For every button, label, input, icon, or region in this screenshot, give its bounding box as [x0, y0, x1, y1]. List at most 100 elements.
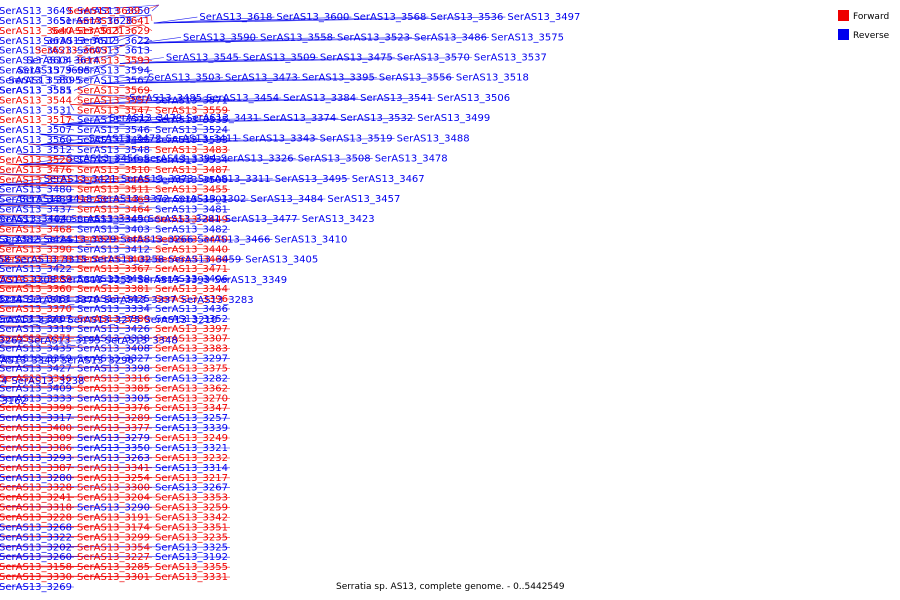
label-connector-line	[0, 295, 153, 300]
gene-label: SerAS13_3468	[0, 225, 72, 236]
gene-label: SerAS13_3280	[0, 473, 72, 484]
gene-label: SerAS13_3195	[28, 335, 101, 346]
gene-label: SerAS13_3317	[0, 413, 72, 424]
label-connector-line	[0, 456, 231, 459]
gene-label: SerAS13_3580	[0, 76, 72, 87]
gene-label: SerAS13_3348	[105, 335, 178, 346]
label-connector-line	[49, 123, 231, 131]
gene-label: SerAS13_3192	[155, 552, 228, 563]
gene-label: SerAS13_3389	[0, 274, 72, 285]
gene-label: SerAS13_3293	[0, 453, 72, 464]
gene-label: SerAS13_3380	[77, 314, 150, 325]
label-connector-line	[0, 259, 244, 264]
gene-label: SerAS13_3191	[77, 513, 150, 524]
gene-label: SerAS13_3467	[352, 174, 425, 185]
label-connector-line	[89, 84, 153, 91]
gene-label: SerAS13_3567	[77, 76, 150, 87]
label-connector-line	[19, 158, 373, 165]
gene-label: SerAS13_3299	[77, 532, 150, 543]
gene-label: SerAS13_3455	[155, 185, 228, 196]
gene-label: SerAS13_3289	[77, 413, 150, 424]
label-connector-line	[150, 14, 153, 21]
gene-label: SerAS13_3308	[0, 275, 56, 286]
gene-label: SerAS13_3370	[0, 304, 72, 315]
label-connector-line	[153, 16, 275, 24]
gene-label: SerAS13_3373	[121, 174, 194, 185]
gene-label: SerAS13_3260	[0, 552, 72, 563]
label-connector-line	[0, 299, 102, 303]
label-connector-line	[82, 97, 128, 105]
label-connector-line	[0, 245, 153, 250]
label-connector-line	[0, 466, 231, 469]
gene-label: SerAS13_3533	[155, 135, 228, 146]
label-connector-line	[0, 296, 75, 300]
gene-label: SerAS13_3613	[77, 46, 150, 57]
gene-label: SerAS13_3204	[77, 493, 150, 504]
gene-label: SerAS13_3484	[250, 194, 323, 205]
label-connector-line	[0, 366, 153, 369]
label-connector-line	[0, 259, 90, 263]
gene-label: SerAS13_3319	[0, 324, 72, 335]
gene-label: SerAS13_3496	[77, 135, 150, 146]
label-connector-line	[0, 225, 153, 230]
gene-label: SerAS13_3228	[0, 513, 72, 524]
gene-label: SerAS13_3558	[260, 32, 333, 43]
label-connector-line	[0, 515, 231, 518]
gene-label: SerAS13_3234	[0, 295, 23, 306]
label-connector-line	[6, 163, 153, 171]
gene-label: SerAS13_3382	[0, 234, 39, 245]
gene-label: SerAS13_3421	[44, 174, 117, 185]
label-connector-line	[0, 178, 119, 185]
gene-label: SerAS13_3267	[155, 483, 228, 494]
label-connector-line	[73, 24, 143, 32]
gene-label: SerAS13_3438	[77, 274, 150, 285]
legend-forward-label: Forward	[853, 12, 889, 22]
label-connector-line	[0, 234, 231, 240]
gene-label: SerAS13_3311	[198, 174, 271, 185]
label-connector-line	[0, 495, 231, 498]
gene-label: SerAS13_3227	[77, 552, 150, 563]
gene-label: SerAS13_3301	[77, 572, 150, 583]
label-connector-line	[62, 117, 416, 125]
label-connector-line	[0, 285, 153, 290]
legend-forward-swatch	[838, 10, 849, 21]
gene-label: SerAS13_3384	[283, 93, 356, 104]
label-connector-line	[0, 555, 153, 558]
label-connector-line	[0, 239, 196, 244]
label-connector-line	[0, 456, 153, 459]
gene-label: SerAS13_3279	[77, 433, 150, 444]
gene-label: SerAS13_3352	[155, 314, 228, 325]
label-connector-line	[142, 4, 159, 12]
label-connector-line	[0, 505, 231, 508]
label-connector-line	[0, 279, 213, 284]
label-connector-line	[0, 239, 42, 242]
label-connector-line	[0, 496, 153, 498]
gene-label: SerAS13_3258	[91, 255, 164, 266]
gene-label: SerAS13_3351	[155, 522, 228, 533]
label-connector-line	[0, 218, 146, 224]
gene-label: SerAS13_3556	[379, 73, 452, 84]
gene-label: SerAS13_3401	[77, 254, 150, 265]
gene-label: SerAS13_3285	[77, 562, 150, 573]
label-connector-line	[134, 14, 152, 22]
label-connector-line	[117, 54, 153, 61]
label-connector-line	[70, 104, 75, 111]
gene-label: SerAS13_3257	[155, 413, 228, 424]
label-connector-line	[137, 37, 182, 44]
label-connector-line	[0, 244, 231, 250]
gene-label: SerAS13_3435	[0, 344, 72, 355]
gene-label: SerAS13_3315	[14, 255, 87, 266]
gene-label: SerAS13_3309	[0, 433, 72, 444]
gene-label: SerAS13_3376	[77, 403, 150, 414]
gene-label: SerAS13_3423	[302, 214, 375, 225]
gene-label: SerAS13_3630	[0, 36, 72, 47]
label-connector-line	[0, 204, 153, 210]
gene-label: SerAS13_3568	[353, 12, 426, 23]
gene-label: SerAS13_3651	[0, 16, 72, 27]
gene-label: SerAS13_3570	[397, 53, 470, 64]
gene-label: SerAS13_3406	[155, 274, 228, 285]
gene-label: SerAS13_3479	[109, 113, 182, 124]
label-connector-line	[60, 113, 153, 121]
label-connector-line	[17, 153, 231, 161]
